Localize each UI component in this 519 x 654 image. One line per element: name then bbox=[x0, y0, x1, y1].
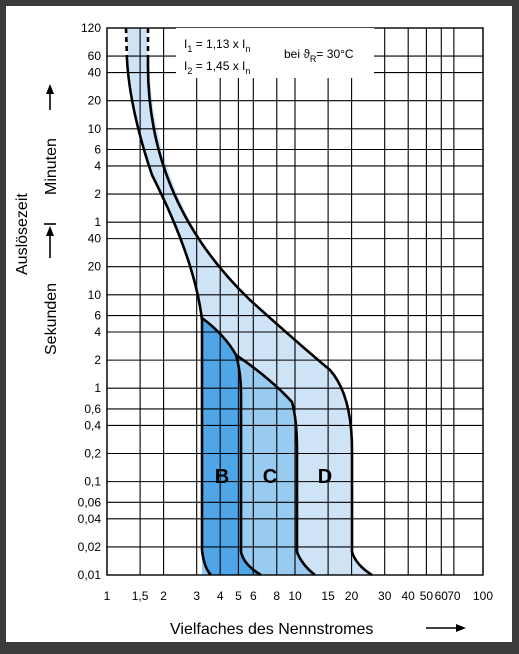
trip-curves bbox=[124, 27, 373, 577]
x-tick-label: 50 bbox=[420, 589, 434, 603]
y-tick-label-minutes: 4 bbox=[94, 159, 101, 173]
x-tick-label: 20 bbox=[345, 589, 359, 603]
thermal-lower-curve bbox=[125, 59, 204, 321]
y-tick-label-seconds: 20 bbox=[88, 260, 102, 274]
y-tick-label-minutes: 2 bbox=[94, 187, 101, 201]
y-tick-label-seconds: 2 bbox=[94, 353, 101, 367]
y-tick-label-seconds: 0,04 bbox=[78, 512, 102, 526]
band-d-area bbox=[126, 28, 372, 575]
y-tick-label-minutes: 1 bbox=[94, 215, 101, 229]
y-tick-label-seconds: 10 bbox=[88, 288, 102, 302]
y-tick-label-seconds: 0,2 bbox=[84, 447, 101, 461]
y-tick-label-seconds: 4 bbox=[94, 325, 101, 339]
y-tick-label-seconds: 40 bbox=[88, 232, 102, 246]
x-tick-label: 15 bbox=[321, 589, 335, 603]
y-axis-seconds-label: Sekunden bbox=[43, 283, 60, 355]
y-tick-label-minutes: 40 bbox=[88, 66, 102, 80]
y-axis-minutes-label: Minuten bbox=[43, 138, 60, 195]
x-tick-label: 6 bbox=[250, 589, 257, 603]
y-tick-label-minutes: 10 bbox=[88, 122, 102, 136]
x-tick-label: 30 bbox=[378, 589, 392, 603]
annotation-temperature: bei ϑR= 30°C bbox=[284, 47, 354, 64]
x-tick-label: 70 bbox=[447, 589, 461, 603]
x-axis-title: Vielfaches des Nennstromes bbox=[170, 621, 373, 638]
x-tick-label: 10 bbox=[288, 589, 302, 603]
x-tick-label: 3 bbox=[193, 589, 200, 603]
y-tick-label-seconds: 0,4 bbox=[84, 418, 101, 432]
band-label-c: C bbox=[263, 466, 277, 488]
x-tick-label: 2 bbox=[160, 589, 167, 603]
y-tick-label-minutes: 6 bbox=[94, 142, 101, 156]
band-label-b: B bbox=[215, 466, 229, 488]
chart-grid bbox=[106, 27, 484, 576]
curve-c bbox=[235, 353, 316, 577]
y-tick-label-seconds: 0,6 bbox=[84, 402, 101, 416]
y-axis-title: Auslösezeit bbox=[14, 193, 31, 275]
annotation-box bbox=[176, 28, 374, 78]
y-tick-labels: 0,010,020,040,060,10,20,40,6124610204012… bbox=[78, 21, 102, 582]
x-tick-label: 8 bbox=[273, 589, 280, 603]
x-tick-label: 5 bbox=[235, 589, 242, 603]
x-tick-labels: 1 1,5 2 3 4 5 6 8 10 15 20 30 40 50 60 70 100 bbox=[104, 589, 494, 603]
band-label-d: D bbox=[318, 466, 332, 488]
band-b-area bbox=[202, 318, 261, 575]
y-tick-label-seconds: 0,01 bbox=[78, 568, 102, 582]
x-tick-label: 1,5 bbox=[132, 589, 149, 603]
y-tick-label-seconds: 6 bbox=[94, 309, 101, 323]
annotation-i1: I1 = 1,13 x In bbox=[184, 37, 250, 54]
trip-bands bbox=[126, 28, 372, 575]
curve-b-upper bbox=[201, 316, 262, 577]
y-tick-label-minutes: 120 bbox=[81, 21, 101, 35]
x-axis-arrow bbox=[426, 624, 466, 632]
y-tick-label-minutes: 60 bbox=[88, 49, 102, 63]
y-tick-label-seconds: 1 bbox=[94, 381, 101, 395]
y-axis-arrows bbox=[44, 84, 56, 258]
x-tick-label: 60 bbox=[435, 589, 449, 603]
annotation-i2: I2 = 1,45 x In bbox=[184, 59, 250, 76]
y-tick-label-seconds: 0,1 bbox=[84, 475, 101, 489]
x-tick-label: 1 bbox=[104, 589, 111, 603]
x-tick-label: 4 bbox=[217, 589, 224, 603]
x-tick-label: 40 bbox=[402, 589, 416, 603]
y-tick-label-seconds: 0,02 bbox=[78, 540, 102, 554]
curve-b bbox=[200, 318, 212, 576]
thermal-upper-curve bbox=[146, 59, 373, 577]
y-tick-label-seconds: 0,06 bbox=[78, 495, 102, 509]
y-tick-label-minutes: 20 bbox=[88, 94, 102, 108]
x-tick-label: 100 bbox=[473, 589, 493, 603]
